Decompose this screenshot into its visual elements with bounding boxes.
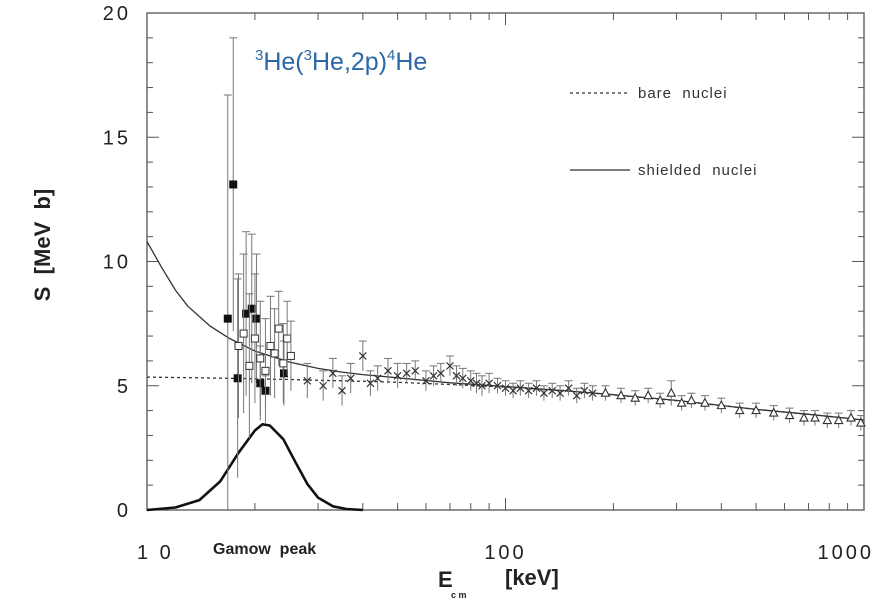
- data-point-open-triangle: [847, 414, 855, 422]
- x-axis-label-subscript: c m: [451, 590, 467, 600]
- legend-shielded-label: shielded nuclei: [638, 162, 757, 179]
- x-tick-label: 100: [484, 542, 526, 564]
- y-tick-label: 20: [103, 3, 131, 25]
- legend-bare-label: bare nuclei: [638, 85, 728, 102]
- data-point-open-square: [262, 367, 269, 374]
- data-point-open-square: [251, 335, 258, 342]
- data-point-open-triangle: [770, 409, 778, 417]
- data-point-open-square: [271, 350, 278, 357]
- x-tick-label: 1 0: [137, 542, 174, 564]
- data-point-filled-square: [234, 374, 242, 382]
- y-axis-label: S [MeV b]: [30, 189, 55, 301]
- title-sup-b: 3: [304, 47, 312, 64]
- x-axis-label-main: E: [438, 567, 453, 592]
- title-sup-c: 4: [387, 47, 395, 64]
- data-point-open-square: [235, 342, 242, 349]
- y-tick-label: 0: [117, 500, 131, 522]
- data-point-open-square: [284, 335, 291, 342]
- data-point-open-triangle: [687, 396, 695, 404]
- data-point-open-square: [246, 362, 253, 369]
- data-point-open-triangle: [667, 389, 675, 397]
- tick-marks: [147, 13, 864, 510]
- data-point-filled-square: [252, 315, 260, 323]
- data-points: [224, 38, 865, 510]
- x-axis-label-unit: [keV]: [505, 565, 559, 590]
- x-tick-label: 1000: [818, 542, 874, 564]
- y-tick-label: 15: [103, 127, 131, 149]
- data-point-open-square: [257, 355, 264, 362]
- title-part-a: He(: [263, 48, 304, 76]
- data-point-open-square: [240, 330, 247, 337]
- gamow-peak-curve: [147, 424, 363, 510]
- data-point-open-triangle: [601, 389, 609, 397]
- data-point-open-triangle: [701, 399, 709, 407]
- gamow-peak-label: Gamow peak: [213, 541, 316, 558]
- title-part-c: He: [395, 48, 427, 76]
- data-point-open-square: [267, 342, 274, 349]
- data-point-open-triangle: [678, 399, 686, 407]
- title-part-b: He,2p): [312, 48, 387, 76]
- data-point-open-square: [275, 325, 282, 332]
- data-point-open-square: [287, 352, 294, 359]
- data-point-filled-square: [224, 315, 232, 323]
- data-point-open-triangle: [644, 391, 652, 399]
- tick-labels: 1 0 100 1000 0 5 10 15 20: [103, 3, 874, 564]
- x-axis-label: E c m [keV]: [438, 565, 559, 600]
- y-tick-label: 10: [103, 252, 131, 274]
- legend: bare nuclei shielded nuclei: [570, 85, 757, 179]
- data-point-filled-square: [229, 180, 237, 188]
- data-point-open-square: [280, 360, 287, 367]
- plot-frame: [147, 13, 864, 510]
- title-sup-a: 3: [255, 47, 263, 64]
- y-tick-label: 5: [117, 376, 131, 398]
- reaction-title: 3He(3He,2p)4He: [255, 47, 427, 76]
